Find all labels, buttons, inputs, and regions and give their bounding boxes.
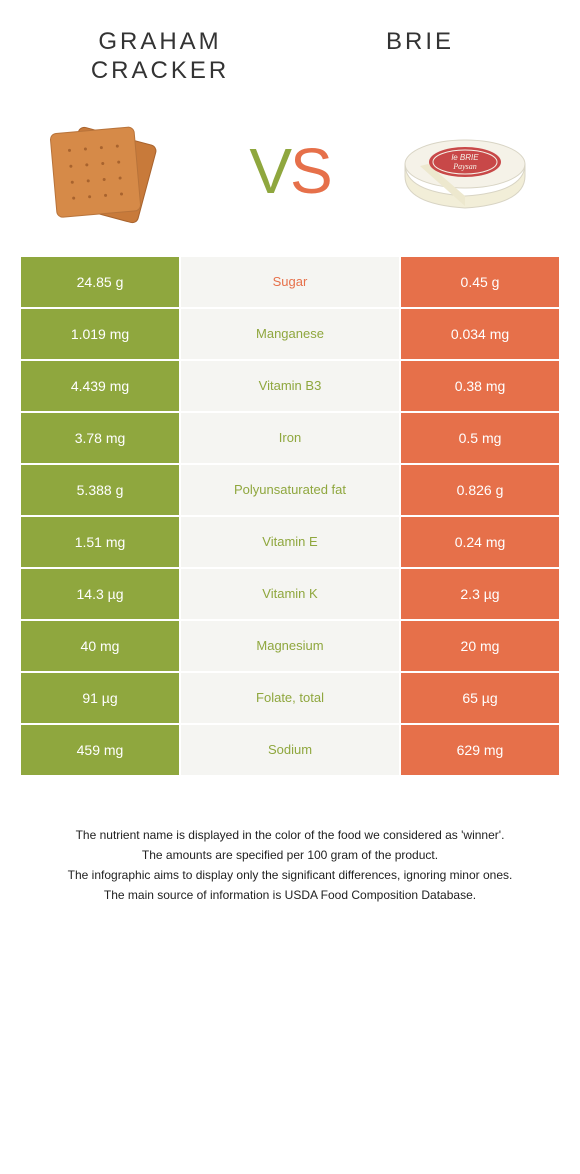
right-value-cell: 0.24 mg bbox=[400, 516, 560, 568]
right-food-image: le BRIE Paysan bbox=[390, 116, 540, 226]
left-food-title: Graham cracker bbox=[60, 28, 260, 86]
footer-line: The infographic aims to display only the… bbox=[36, 866, 544, 884]
right-value-cell: 0.45 g bbox=[400, 256, 560, 308]
nutrient-label-cell: Magnesium bbox=[180, 620, 400, 672]
left-value-cell: 40 mg bbox=[20, 620, 180, 672]
table-row: 459 mgSodium629 mg bbox=[20, 724, 560, 776]
table-row: 40 mgMagnesium20 mg bbox=[20, 620, 560, 672]
left-value-cell: 14.3 µg bbox=[20, 568, 180, 620]
table-row: 14.3 µgVitamin K2.3 µg bbox=[20, 568, 560, 620]
nutrient-label-cell: Sugar bbox=[180, 256, 400, 308]
svg-text:Paysan: Paysan bbox=[452, 162, 477, 171]
table-row: 4.439 mgVitamin B30.38 mg bbox=[20, 360, 560, 412]
footer-line: The nutrient name is displayed in the co… bbox=[36, 826, 544, 844]
left-value-cell: 3.78 mg bbox=[20, 412, 180, 464]
right-value-cell: 0.826 g bbox=[400, 464, 560, 516]
nutrient-label-cell: Manganese bbox=[180, 308, 400, 360]
table-row: 91 µgFolate, total65 µg bbox=[20, 672, 560, 724]
right-value-cell: 629 mg bbox=[400, 724, 560, 776]
left-value-cell: 1.51 mg bbox=[20, 516, 180, 568]
svg-text:le BRIE: le BRIE bbox=[451, 153, 479, 162]
header: Graham cracker Brie bbox=[0, 0, 580, 96]
right-food-title: Brie bbox=[320, 28, 520, 86]
footer-line: The main source of information is USDA F… bbox=[36, 886, 544, 904]
nutrient-label-cell: Sodium bbox=[180, 724, 400, 776]
nutrient-label-cell: Folate, total bbox=[180, 672, 400, 724]
right-value-cell: 0.5 mg bbox=[400, 412, 560, 464]
nutrient-label-cell: Vitamin E bbox=[180, 516, 400, 568]
footer-notes: The nutrient name is displayed in the co… bbox=[0, 776, 580, 936]
nutrient-label-cell: Vitamin K bbox=[180, 568, 400, 620]
nutrient-table: 24.85 gSugar0.45 g1.019 mgManganese0.034… bbox=[20, 256, 560, 776]
nutrient-label-cell: Vitamin B3 bbox=[180, 360, 400, 412]
table-row: 24.85 gSugar0.45 g bbox=[20, 256, 560, 308]
nutrient-label-cell: Iron bbox=[180, 412, 400, 464]
left-value-cell: 1.019 mg bbox=[20, 308, 180, 360]
left-food-image bbox=[40, 116, 190, 226]
table-row: 3.78 mgIron0.5 mg bbox=[20, 412, 560, 464]
right-value-cell: 20 mg bbox=[400, 620, 560, 672]
left-value-cell: 91 µg bbox=[20, 672, 180, 724]
left-value-cell: 4.439 mg bbox=[20, 360, 180, 412]
vs-v: V bbox=[249, 134, 290, 208]
footer-line: The amounts are specified per 100 gram o… bbox=[36, 846, 544, 864]
vs-row: VS le BRIE Paysan bbox=[0, 96, 580, 256]
vs-label: VS bbox=[249, 134, 330, 208]
left-value-cell: 5.388 g bbox=[20, 464, 180, 516]
left-value-cell: 24.85 g bbox=[20, 256, 180, 308]
right-value-cell: 0.38 mg bbox=[400, 360, 560, 412]
left-value-cell: 459 mg bbox=[20, 724, 180, 776]
right-value-cell: 2.3 µg bbox=[400, 568, 560, 620]
nutrient-label-cell: Polyunsaturated fat bbox=[180, 464, 400, 516]
vs-s: S bbox=[290, 134, 331, 208]
right-value-cell: 0.034 mg bbox=[400, 308, 560, 360]
table-row: 1.51 mgVitamin E0.24 mg bbox=[20, 516, 560, 568]
table-row: 5.388 gPolyunsaturated fat0.826 g bbox=[20, 464, 560, 516]
table-row: 1.019 mgManganese0.034 mg bbox=[20, 308, 560, 360]
right-value-cell: 65 µg bbox=[400, 672, 560, 724]
